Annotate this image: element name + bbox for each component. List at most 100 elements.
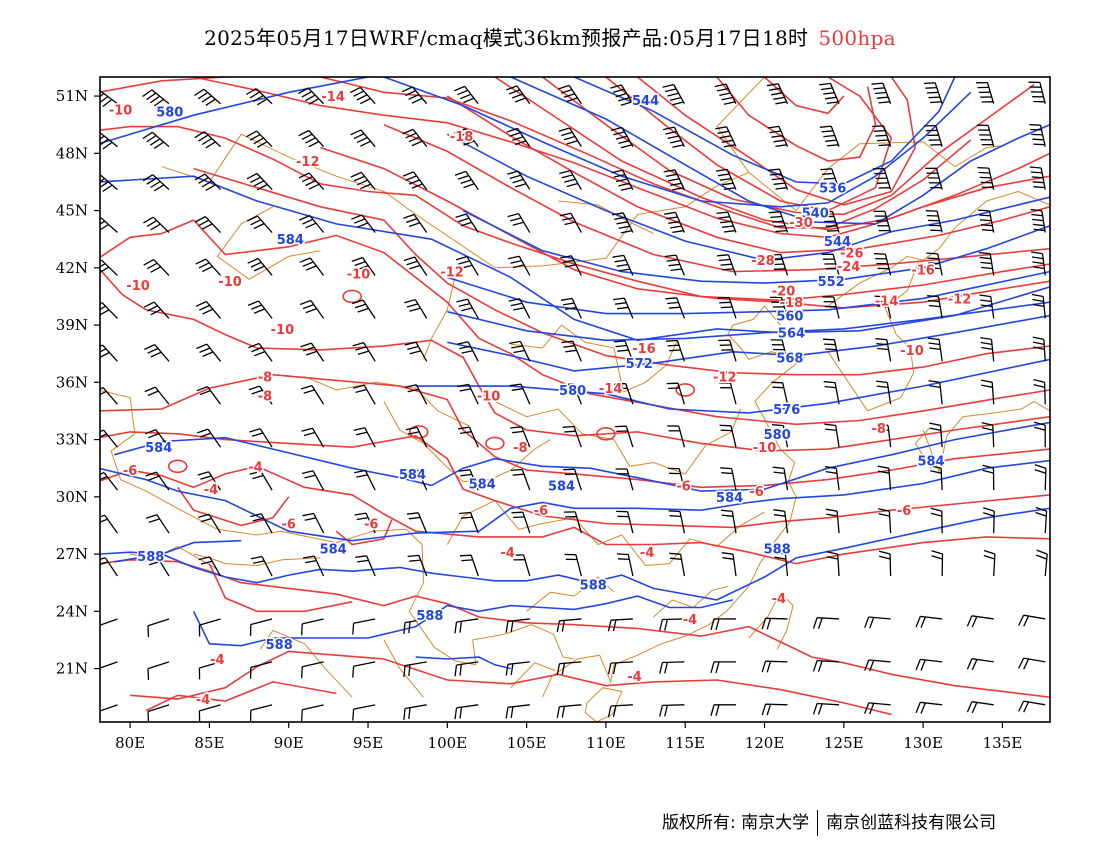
wind-barb — [100, 132, 118, 150]
wind-barb — [147, 704, 170, 722]
wind-barb — [877, 465, 892, 491]
boundary-line — [304, 376, 470, 427]
temperature-contour-line — [763, 77, 845, 115]
footer-separator — [817, 810, 819, 836]
boundary-line — [383, 401, 551, 483]
boundary-line — [216, 206, 321, 280]
wind-barb — [719, 424, 737, 448]
wind-barb — [812, 659, 840, 672]
height-contour-label: 536 — [819, 182, 846, 197]
wind-barb — [299, 214, 325, 233]
wind-barb — [662, 126, 686, 148]
wind-barb — [352, 704, 376, 721]
wind-barb — [664, 211, 686, 234]
wind-barb — [350, 129, 376, 148]
wind-barb — [459, 511, 479, 534]
temperature-contour-line — [100, 431, 1050, 529]
wind-barb — [610, 84, 634, 106]
wind-barb — [1028, 81, 1046, 104]
temperature-contour-label: -6 — [364, 518, 378, 533]
lon-tick-label: 110E — [586, 734, 626, 752]
wind-barb — [249, 470, 273, 491]
wind-barb — [966, 701, 994, 714]
wind-barb — [826, 551, 840, 577]
wind-barb — [301, 618, 324, 636]
wind-barb — [1032, 336, 1046, 362]
wind-barb — [563, 511, 582, 534]
wind-barb — [507, 255, 531, 276]
wind-barb — [456, 298, 479, 319]
wind-barb — [353, 427, 376, 448]
wind-barb — [247, 215, 273, 233]
wind-barb — [248, 342, 273, 362]
temperature-contour-label: -10 — [900, 344, 924, 359]
wind-barb — [1034, 464, 1047, 491]
wind-barb — [505, 704, 530, 719]
wind-barb — [404, 298, 428, 319]
wind-barb — [925, 210, 943, 233]
wind-barb — [302, 512, 325, 534]
temperature-contour-line — [100, 125, 1050, 302]
temperature-contour-label: -4 — [210, 653, 224, 668]
copyright-text: 版权所有: 南京大学 — [662, 813, 810, 833]
temperature-contour-label: -10 — [271, 323, 295, 338]
wind-barb — [812, 702, 840, 715]
wind-barb — [355, 555, 376, 577]
wind-barb — [715, 126, 737, 148]
height-contour-line — [383, 77, 972, 208]
boundary-line — [922, 400, 1050, 474]
boundary-line — [259, 629, 353, 698]
wind-barb — [249, 704, 273, 722]
wind-barb — [931, 550, 944, 577]
wind-barb — [915, 701, 943, 714]
wind-barb — [663, 169, 686, 191]
wind-barb — [401, 86, 428, 105]
wind-barb — [761, 617, 788, 630]
wind-barb — [195, 258, 222, 276]
wind-barb — [1034, 421, 1046, 448]
wind-barb — [1018, 657, 1046, 670]
height-contour-label: 552 — [818, 275, 845, 290]
wind-barb — [978, 209, 995, 233]
temperature-closed-contour — [342, 289, 362, 304]
wind-barb — [668, 510, 686, 534]
wind-barb — [915, 615, 943, 628]
wind-barb — [607, 704, 633, 718]
wind-barb — [611, 169, 634, 191]
wind-barb — [665, 339, 686, 362]
wind-barb — [926, 252, 943, 276]
wind-barb — [194, 131, 221, 149]
wind-barb — [821, 210, 840, 233]
lon-tick-label: 130E — [903, 734, 943, 752]
wind-barb — [246, 130, 273, 148]
temperature-contour-label: -28 — [751, 254, 775, 269]
wind-barb — [563, 468, 582, 491]
temperature-contour-line — [446, 95, 1050, 254]
company-name: 南京创蓝科技有限公司 — [826, 813, 997, 833]
wind-barb — [666, 382, 686, 405]
wind-barb — [454, 661, 479, 677]
temperature-closed-contour — [408, 425, 429, 439]
wind-barb — [767, 125, 789, 148]
wind-barb — [403, 618, 427, 635]
wind-barb — [301, 661, 324, 679]
height-contour-line — [447, 314, 1050, 372]
height-contour-line — [100, 175, 1050, 342]
wind-barb — [402, 128, 428, 148]
wind-barb — [669, 552, 686, 577]
wind-barb — [929, 422, 943, 448]
wind-barb — [454, 704, 479, 720]
wind-barb — [824, 423, 840, 448]
wind-barb — [196, 343, 222, 362]
boundary-line — [827, 261, 919, 412]
wind-barb — [142, 131, 170, 149]
height-contours — [100, 77, 1050, 670]
height-contour-label: 584 — [917, 455, 944, 470]
lat-tick-label: 27N — [56, 545, 88, 563]
wind-barb — [771, 424, 789, 448]
wind-barb — [983, 507, 995, 534]
height-contour-line — [100, 459, 1050, 542]
height-contour-label: 580 — [559, 384, 586, 399]
temperature-contour-line — [320, 146, 1050, 309]
